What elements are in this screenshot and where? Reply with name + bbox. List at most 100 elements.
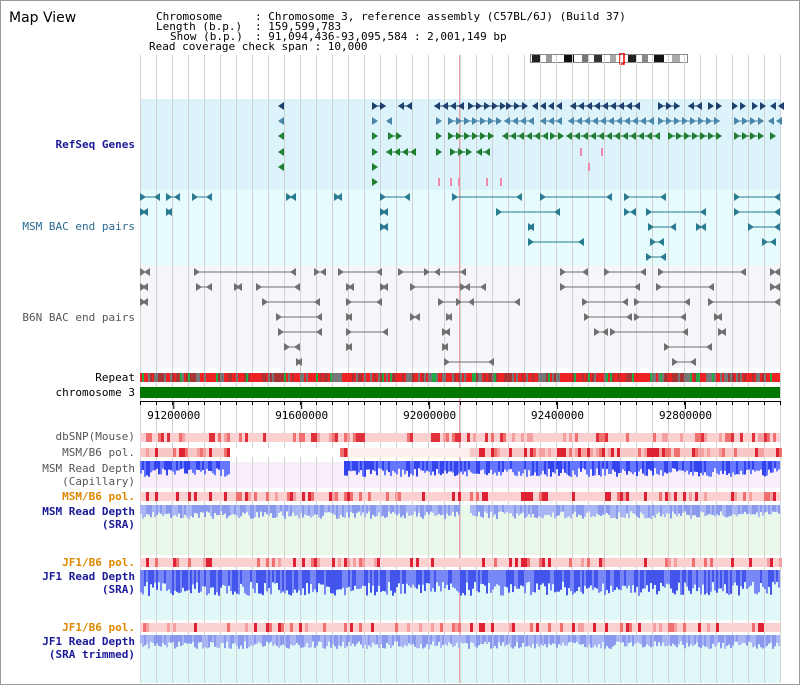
jf1-depth-trim-bar (392, 635, 394, 646)
repeat-segment (734, 373, 736, 382)
feature-arrow (502, 132, 508, 140)
repeat-segment (710, 373, 712, 382)
msm-depth-cap-bar (732, 461, 734, 473)
jf1-depth-sra-bar (452, 570, 454, 588)
jf1-depth-sra-bar (724, 570, 726, 585)
repeat-segment (462, 373, 464, 382)
msm-depth-cap-bar (720, 461, 722, 471)
msm-depth-cap-bar (180, 461, 182, 470)
track-label-repeat[interactable]: Repeat (95, 371, 135, 384)
jf1-b6-pol-strip-2-cell (716, 623, 719, 632)
feature-arrow (504, 117, 510, 125)
track-label-msm-b6-pol-2[interactable]: MSM/B6 pol. (62, 490, 135, 503)
jf1-depth-trim-bar (518, 635, 520, 649)
jf1-depth-sra-bar (630, 570, 632, 593)
msm-depth-cap-bar (496, 461, 498, 476)
msm-depth-cap-bar (680, 461, 682, 471)
msm-depth-cap-bar (610, 461, 612, 474)
jf1-depth-trim-bar (572, 635, 574, 643)
msm-depth-cap-bar (370, 461, 372, 474)
msm-depth-sra-bar (224, 505, 226, 514)
track-label-msm-depth-cap[interactable]: MSM Read Depth (42, 462, 135, 475)
msm-depth-cap-bar (484, 461, 486, 474)
feature-arrow (372, 132, 378, 140)
feature-arrow (778, 102, 784, 110)
track-label-msm-bac[interactable]: MSM BAC end pairs (22, 220, 135, 233)
jf1-depth-trim-bar (238, 635, 240, 649)
repeat-segment (480, 373, 482, 382)
jf1-b6-pol-strip-2-cell (548, 623, 551, 632)
track-label-jf1-b6-pol[interactable]: JF1/B6 pol. (62, 556, 135, 569)
msm-depth-sra-bar (608, 505, 610, 516)
feature-arrow (476, 102, 482, 110)
jf1-depth-trim-bar (366, 635, 368, 649)
repeat-segment (398, 373, 400, 382)
jf1-b6-pol-strip-cell (257, 558, 260, 567)
track-label-chromosome[interactable]: chromosome 3 (55, 386, 135, 399)
repeat-segment (608, 373, 610, 382)
jf1-b6-pol-strip-2-cell (674, 623, 677, 632)
msm-depth-cap-bar (436, 461, 438, 469)
repeat-segment (492, 373, 494, 382)
feature-arrow (456, 298, 462, 306)
feature-arrow (666, 117, 672, 125)
jf1-depth-trim-bar (312, 635, 314, 642)
jf1-depth-sra-bar (234, 570, 236, 592)
repeat-segment (144, 373, 146, 382)
feature-arrow (760, 102, 766, 110)
jf1-depth-sra-bar (444, 570, 446, 589)
msm-depth-cap-bar (410, 461, 412, 474)
msm-depth-sra-bar (430, 505, 432, 512)
jf1-depth-trim-bar (446, 635, 448, 646)
track-label-jf1-depth-sra[interactable]: JF1 Read Depth (42, 570, 135, 583)
msm-depth-cap-bar (428, 461, 430, 472)
msm-depth-cap-bar (474, 461, 476, 474)
track-label-msm-depth-sra[interactable]: MSM Read Depth (42, 505, 135, 518)
jf1-depth-trim-bar (622, 635, 624, 643)
msm-depth-cap-bar (392, 461, 394, 471)
msm-depth-sra-bar (716, 505, 718, 515)
feature-arrow (468, 102, 474, 110)
jf1-depth-sra-bar (690, 570, 692, 594)
track-label-refseq[interactable]: RefSeq Genes (55, 138, 135, 151)
track-label-jf1-b6-pol-2[interactable]: JF1/B6 pol. (62, 621, 135, 634)
repeat-segment (316, 373, 318, 382)
dbsnp-strip-cell (665, 433, 668, 442)
track-label-b6n-bac[interactable]: B6N BAC end pairs (22, 311, 135, 324)
msm-depth-sra-bar (654, 505, 656, 518)
jf1-depth-sra-bar (622, 570, 624, 586)
jf1-b6-pol-strip-2-cell (395, 623, 398, 632)
repeat-segment (228, 373, 230, 382)
feature-arrow (762, 238, 768, 246)
feature-arrow (608, 117, 614, 125)
msm-depth-cap-bar (162, 461, 164, 469)
msm-depth-cap-bar (510, 461, 512, 469)
msm-b6-pol-strip-2-cell (542, 492, 545, 501)
chromosome-ideogram[interactable] (530, 53, 690, 65)
track-label-dbsnp[interactable]: dbSNP(Mouse) (55, 430, 135, 443)
feature-arrow (382, 328, 388, 336)
repeat-segment (556, 373, 558, 382)
jf1-depth-trim-bar (476, 635, 478, 648)
msm-depth-cap-bar (734, 461, 736, 475)
jf1-depth-trim-bar (208, 635, 210, 648)
jf1-depth-trim-bar (728, 635, 730, 645)
msm-depth-sra-bar (454, 505, 456, 517)
feature-arrow (514, 298, 520, 306)
feature-arrow (496, 208, 502, 216)
track-label-msm-b6-pol[interactable]: MSM/B6 pol. (62, 446, 135, 459)
msm-depth-sra-bar (528, 505, 530, 515)
feature-arrow (372, 148, 378, 156)
jf1-b6-pol-strip-2-cell (407, 623, 410, 632)
track-label-jf1-depth-trim[interactable]: JF1 Read Depth (42, 635, 135, 648)
msm-depth-sra-bar (184, 505, 186, 515)
jf1-depth-trim-bar (196, 635, 198, 649)
repeat-segment (294, 373, 296, 382)
msm-depth-sra-bar (162, 505, 164, 517)
repeat-segment (360, 373, 362, 382)
jf1-depth-sra-bar (556, 570, 558, 592)
msm-depth-sra-bar (192, 505, 194, 518)
msm-depth-sra-bar (686, 505, 688, 515)
msm-depth-cap-bar (674, 461, 676, 469)
